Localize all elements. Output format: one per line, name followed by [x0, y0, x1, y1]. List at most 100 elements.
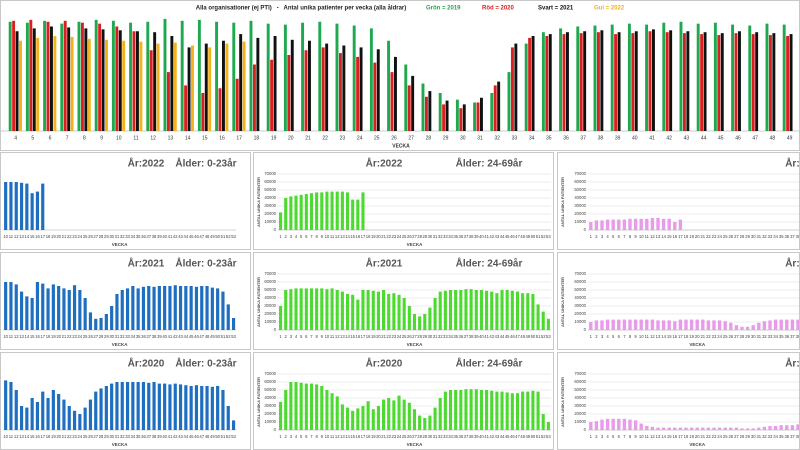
- x-tick-label: 21: [62, 234, 67, 239]
- x-tick-label: 43: [684, 135, 690, 141]
- bar: [216, 386, 220, 430]
- bar: [546, 318, 550, 330]
- bar: [335, 396, 339, 430]
- bar: [442, 104, 446, 131]
- bar: [115, 294, 119, 330]
- bar: [443, 290, 447, 330]
- x-tick-label: 29: [104, 334, 109, 339]
- y-tick-label: 20000: [574, 411, 586, 416]
- bar: [57, 394, 61, 430]
- x-tick-label: 32: [438, 234, 443, 239]
- x-tick-label: 23: [72, 334, 77, 339]
- y-tick-label: 10000: [264, 319, 276, 324]
- x-tick-label: 14: [345, 234, 350, 239]
- bar: [541, 32, 545, 132]
- y-tick-label: 50000: [264, 187, 276, 192]
- y-tick-label: 30000: [574, 303, 586, 308]
- bar: [768, 426, 772, 430]
- y-tick-label: 60000: [264, 179, 276, 184]
- x-tick-label: 4: [295, 434, 298, 439]
- x-tick-label: 36: [784, 334, 789, 339]
- bar: [118, 30, 122, 131]
- chart-title: År:2022: [366, 157, 403, 170]
- x-tick-label: 44: [500, 334, 505, 339]
- x-tick-label: 25: [723, 434, 728, 439]
- x-tick-label: 32: [438, 434, 443, 439]
- x-tick-label: 15: [30, 334, 35, 339]
- x-tick-label: 8: [629, 234, 632, 239]
- x-tick-label: 10: [3, 234, 8, 239]
- bar: [289, 196, 293, 230]
- bar: [273, 36, 277, 131]
- bar: [382, 399, 386, 430]
- x-tick-label: 43: [178, 234, 183, 239]
- bar: [256, 37, 260, 131]
- y-tick-label: 0: [274, 427, 277, 432]
- bar: [9, 182, 13, 230]
- bar: [397, 395, 401, 430]
- x-tick-label: 16: [219, 135, 225, 141]
- x-tick-label: 10: [116, 135, 122, 141]
- bar: [41, 183, 45, 230]
- bar: [136, 288, 140, 330]
- x-tick-label: 31: [756, 334, 761, 339]
- x-tick-label: 37: [146, 334, 151, 339]
- bar: [173, 383, 177, 430]
- bar: [98, 23, 102, 131]
- bar: [129, 22, 133, 132]
- x-tick-label: 14: [345, 334, 350, 339]
- x-tick-label: 49: [210, 334, 215, 339]
- bar: [205, 286, 209, 330]
- bar: [605, 219, 610, 230]
- bar: [67, 406, 71, 430]
- x-tick-label: 23: [392, 334, 397, 339]
- bar: [703, 32, 707, 132]
- bar: [407, 85, 411, 131]
- x-tick-label: 13: [168, 135, 174, 141]
- x-tick-label: 20: [695, 234, 700, 239]
- x-tick-label: 20: [695, 434, 700, 439]
- x-tick-label: 35: [779, 234, 784, 239]
- x-tick-label: 32: [120, 334, 125, 339]
- bar: [14, 284, 18, 330]
- bar: [594, 220, 599, 230]
- legend-entry: Röd = 2020: [482, 6, 515, 12]
- bar: [701, 319, 705, 330]
- bar: [639, 423, 643, 430]
- x-tick-label: 22: [67, 334, 72, 339]
- x-tick-label: 31: [756, 234, 761, 239]
- bar: [650, 218, 655, 230]
- x-axis-label: VECKA: [407, 242, 424, 247]
- bar: [628, 218, 632, 230]
- x-tick-label: 27: [734, 234, 739, 239]
- bar: [366, 401, 370, 430]
- bar: [633, 420, 638, 430]
- x-tick-label: 18: [366, 234, 371, 239]
- small-panel: År:2020 Ålder: 24-69år 0 10000 20000 30000 400…: [253, 352, 554, 450]
- bar: [473, 102, 477, 131]
- bar: [751, 428, 755, 430]
- bar: [170, 36, 174, 131]
- x-tick-label: 47: [199, 434, 204, 439]
- bar: [717, 35, 721, 131]
- chart: År:2021 Ålder: 24-69år 0 10000 20000 30000 400…: [256, 257, 551, 348]
- x-tick-label: 35: [136, 234, 141, 239]
- bar: [340, 291, 344, 330]
- bar: [221, 390, 225, 430]
- bar: [505, 392, 509, 430]
- y-tick-label: 40000: [264, 295, 276, 300]
- y-tick-label: 60000: [574, 279, 586, 284]
- bar: [627, 23, 631, 131]
- x-tick-label: 48: [520, 334, 525, 339]
- bar: [661, 320, 666, 330]
- bar: [215, 21, 219, 131]
- x-tick-label: 36: [458, 434, 463, 439]
- x-tick-label: 29: [104, 434, 109, 439]
- x-tick-label: 9: [321, 334, 324, 339]
- bar: [376, 406, 380, 430]
- bar: [50, 26, 53, 131]
- x-tick-label: 17: [40, 234, 45, 239]
- bar: [438, 93, 442, 131]
- x-tick-label: 21: [381, 234, 386, 239]
- bar: [14, 390, 18, 430]
